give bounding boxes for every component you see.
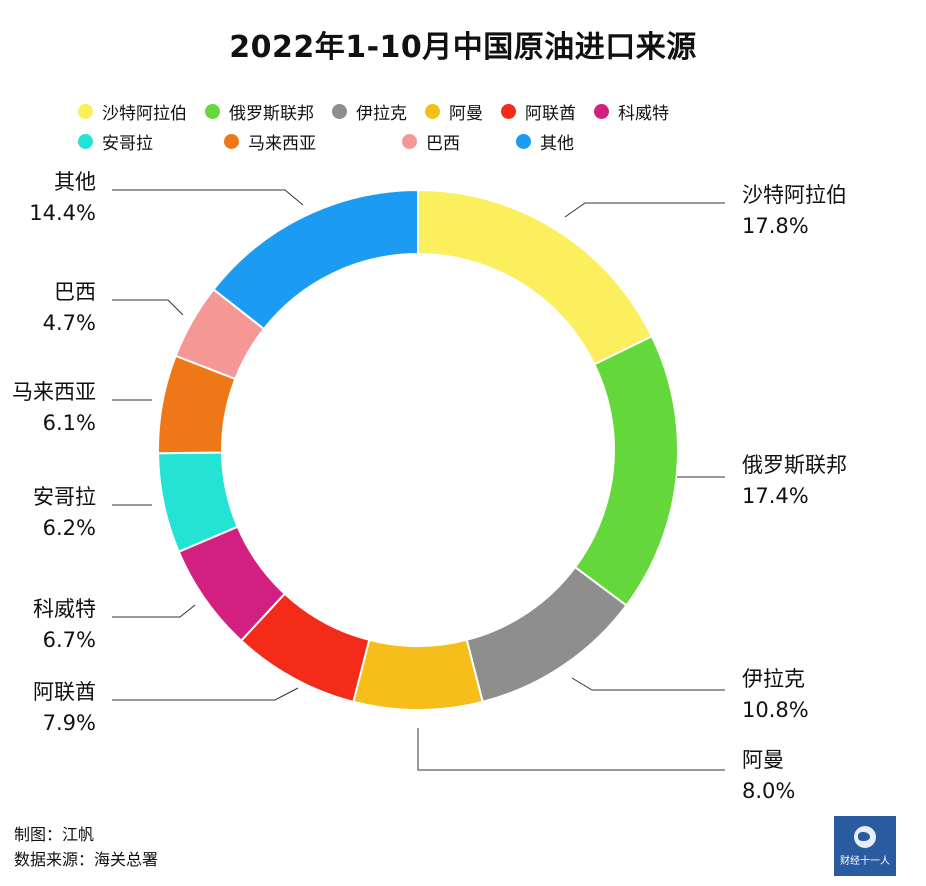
legend-item-saudi: 沙特阿拉伯 [78,99,187,124]
legend-label: 沙特阿拉伯 [102,103,187,124]
donut-slice [417,188,654,366]
legend-row-2: 安哥拉 马来西亚 巴西 其他 [78,126,858,156]
legend-item-russia: 俄罗斯联邦 [205,99,314,124]
slice-name-label: 沙特阿拉伯 [742,183,847,207]
slice-value-label: 17.8% [742,214,809,238]
slice-value-label: 10.8% [742,698,809,722]
logo-text: 财经十一人 [840,856,890,867]
legend-label: 安哥拉 [102,133,153,154]
slice-value-label: 6.2% [43,516,96,540]
globe-icon [854,826,876,848]
leader-line [571,677,725,691]
leader-line [112,189,304,206]
donut-slice [573,335,679,607]
legend-swatch [78,133,93,149]
chart-title: 2022年1-10月中国原油进口来源 [229,30,697,65]
legend-label: 其他 [540,133,574,154]
leader-line [112,604,196,618]
author-credit: 制图：江帆 [14,825,95,844]
legend-label: 伊拉克 [356,103,407,124]
legend-swatch [78,103,93,119]
legend-item-malaysia: 马来西亚 [224,129,384,154]
footer: 制图：江帆 数据来源：海关总署 [14,822,158,872]
legend-item-kuwait: 科威特 [594,99,669,124]
slice-name-label: 安哥拉 [33,485,96,509]
legend-swatch [332,103,347,119]
slice-name-label: 巴西 [54,280,96,304]
legend-label: 俄罗斯联邦 [229,103,314,124]
legend-label: 科威特 [618,103,669,124]
legend-item-brazil: 巴西 [402,129,498,154]
slice-name-label: 俄罗斯联邦 [742,453,847,477]
legend-label: 马来西亚 [248,133,316,154]
slice-value-label: 6.1% [43,411,96,435]
legend-label: 阿曼 [449,103,483,124]
legend-swatch [224,133,239,149]
legend-swatch [594,103,609,119]
slice-value-label: 14.4% [29,201,96,225]
legend-item-uae: 阿联酋 [501,99,576,124]
slice-value-label: 8.0% [742,779,795,803]
legend-swatch [501,103,516,119]
legend-item-angola: 安哥拉 [78,129,206,154]
slice-name-label: 科威特 [33,597,96,621]
legend-swatch [205,103,220,119]
slice-name-label: 马来西亚 [12,380,96,404]
slice-name-label: 阿联酋 [33,680,96,704]
legend-row-1: 沙特阿拉伯 俄罗斯联邦 伊拉克 阿曼 阿联酋 科威特 [78,96,858,126]
slice-value-label: 4.7% [43,311,96,335]
data-source: 数据来源：海关总署 [14,850,159,869]
slice-name-label: 阿曼 [742,748,784,772]
slice-value-label: 17.4% [742,484,809,508]
legend-swatch [516,133,531,149]
legend-item-other: 其他 [516,129,574,154]
legend-item-iraq: 伊拉克 [332,99,407,124]
slice-name-label: 其他 [54,170,96,194]
leader-line [564,202,725,218]
slice-name-label: 伊拉克 [742,667,805,691]
publisher-logo: 财经十一人 [834,816,896,876]
legend-label: 阿联酋 [525,103,576,124]
legend-label: 巴西 [426,133,460,154]
donut-slice [212,188,419,331]
donut-slice [465,565,628,704]
donut-slice [352,638,484,711]
leader-line [112,299,184,316]
legend-swatch [402,133,417,149]
legend: 沙特阿拉伯 俄罗斯联邦 伊拉克 阿曼 阿联酋 科威特 安哥拉 马来 [78,96,858,156]
leader-line [417,728,725,771]
slice-value-label: 7.9% [43,711,96,735]
legend-swatch [425,103,440,119]
leader-line [112,687,299,701]
legend-item-oman: 阿曼 [425,99,483,124]
slice-value-label: 6.7% [43,628,96,652]
